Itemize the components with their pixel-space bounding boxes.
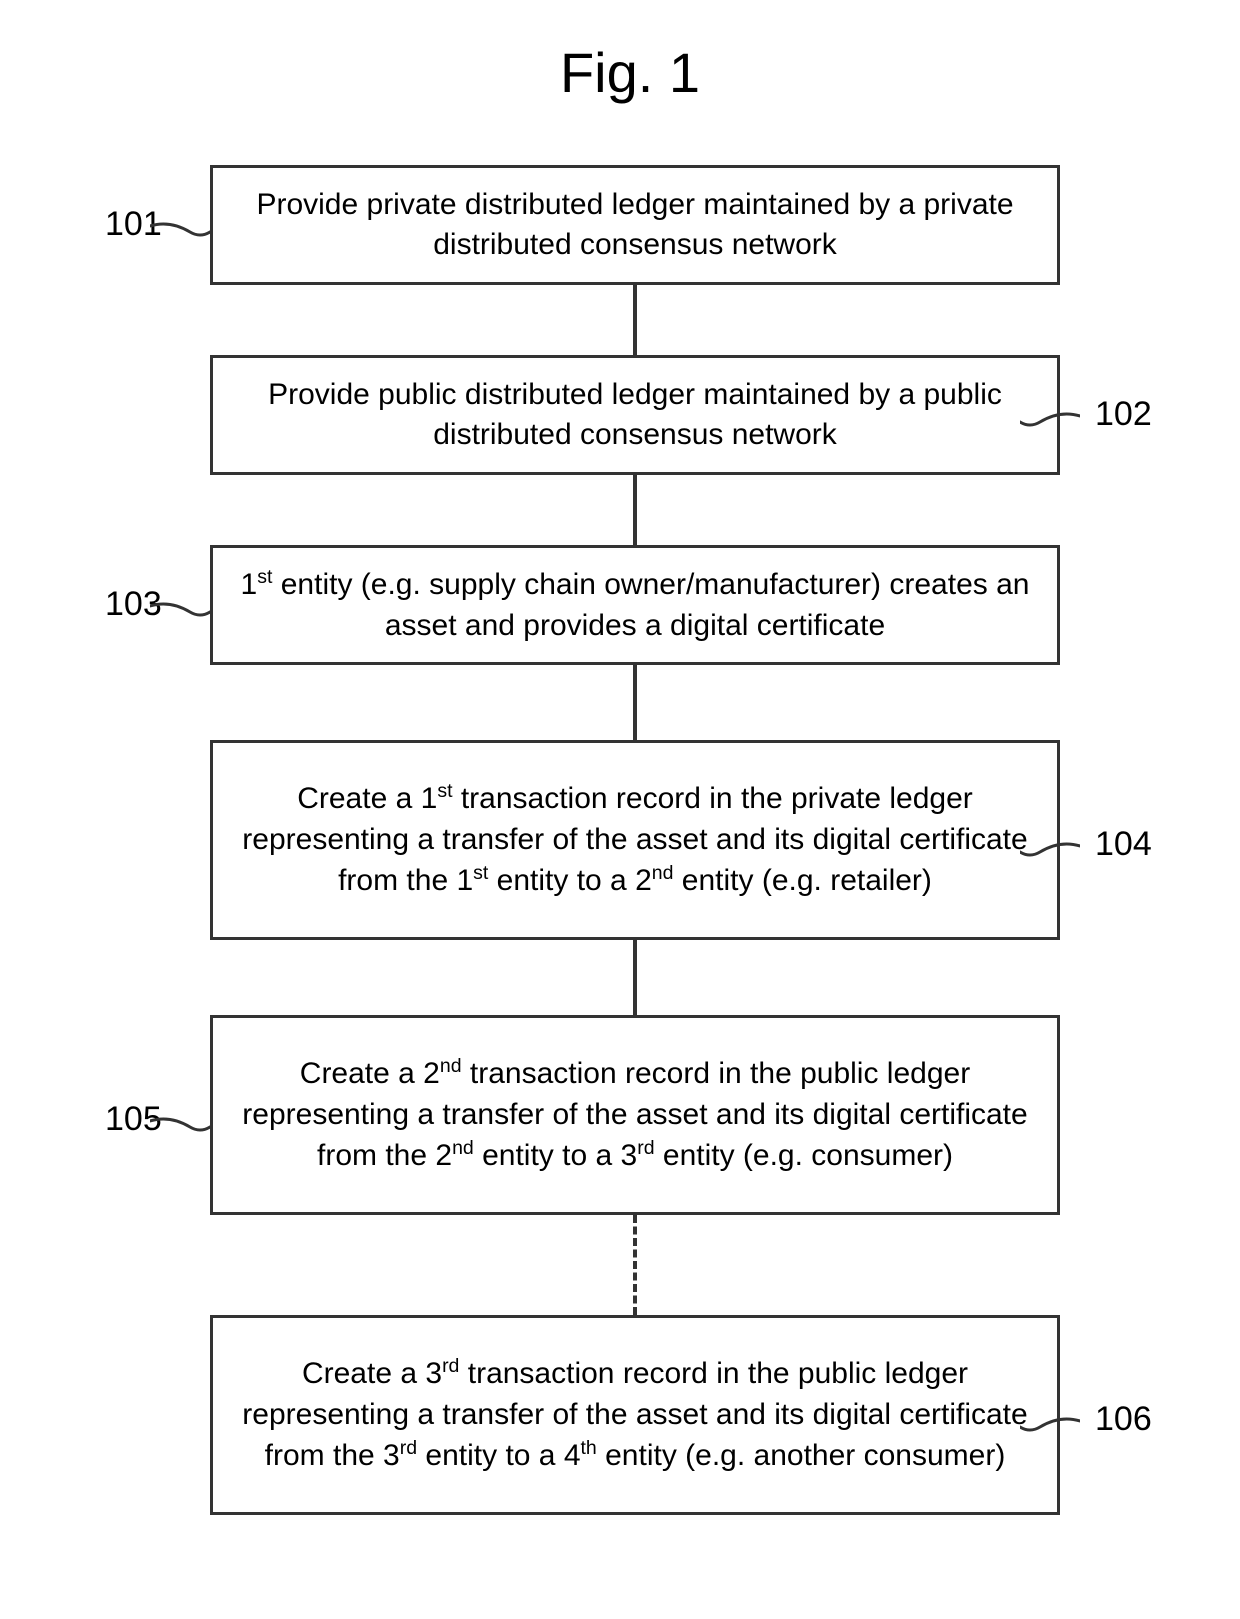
edge-n102-n103 xyxy=(633,475,637,545)
flow-node-n105: Create a 2nd transaction record in the p… xyxy=(210,1015,1060,1215)
ref-tick-104 xyxy=(1020,840,1080,870)
edge-n104-n105 xyxy=(633,940,637,1015)
ref-tick-106 xyxy=(1020,1415,1080,1445)
ref-tick-102 xyxy=(1020,410,1080,440)
ref-label-102: 102 xyxy=(1095,395,1152,434)
ref-tick-105 xyxy=(150,1115,210,1145)
flow-node-n103: 1st entity (e.g. supply chain owner/manu… xyxy=(210,545,1060,665)
flow-node-text: Provide private distributed ledger maint… xyxy=(231,185,1039,266)
flowchart-canvas: Fig. 1 Provide private distributed ledge… xyxy=(0,0,1240,1619)
flow-node-text: Create a 1st transaction record in the p… xyxy=(231,778,1039,902)
flow-node-n104: Create a 1st transaction record in the p… xyxy=(210,740,1060,940)
flow-node-n101: Provide private distributed ledger maint… xyxy=(210,165,1060,285)
flow-node-text: 1st entity (e.g. supply chain owner/manu… xyxy=(231,564,1039,646)
ref-tick-101 xyxy=(150,220,210,250)
edge-n103-n104 xyxy=(633,665,637,740)
edge-n105-n106 xyxy=(633,1215,637,1315)
edge-n101-n102 xyxy=(633,285,637,355)
flow-node-text: Create a 3rd transaction record in the p… xyxy=(231,1353,1039,1477)
ref-label-104: 104 xyxy=(1095,825,1152,864)
flow-node-text: Provide public distributed ledger mainta… xyxy=(231,375,1039,456)
flow-node-n106: Create a 3rd transaction record in the p… xyxy=(210,1315,1060,1515)
flow-node-text: Create a 2nd transaction record in the p… xyxy=(231,1053,1039,1177)
ref-tick-103 xyxy=(150,600,210,630)
figure-title: Fig. 1 xyxy=(530,40,730,105)
ref-label-106: 106 xyxy=(1095,1400,1152,1439)
flow-node-n102: Provide public distributed ledger mainta… xyxy=(210,355,1060,475)
